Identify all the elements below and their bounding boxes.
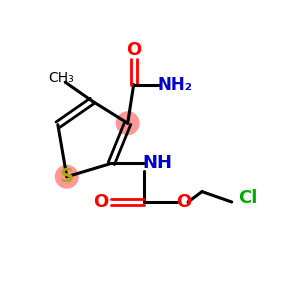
Text: NH₂: NH₂ (158, 76, 193, 94)
Text: S: S (60, 167, 74, 186)
Circle shape (56, 166, 78, 188)
Text: O: O (177, 193, 192, 211)
Circle shape (116, 112, 139, 134)
Text: NH: NH (142, 154, 172, 172)
Text: Cl: Cl (238, 189, 258, 207)
Text: CH₃: CH₃ (48, 71, 74, 85)
Text: O: O (126, 41, 141, 59)
Text: O: O (93, 193, 109, 211)
